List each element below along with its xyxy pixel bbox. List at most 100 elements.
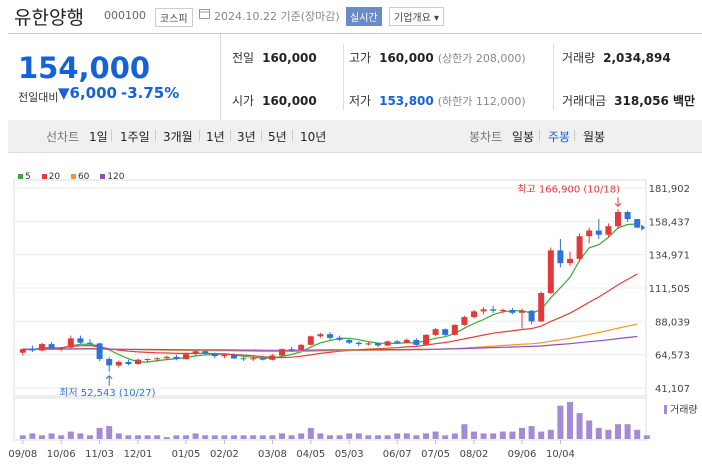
legend-swatch (18, 173, 23, 179)
candle-body (317, 334, 324, 337)
divider (292, 130, 293, 141)
x-tick-label: 07/05 (421, 449, 450, 460)
volume-bar (298, 433, 305, 439)
tab-1week[interactable]: 1주일 (120, 130, 150, 144)
candle-body (480, 309, 487, 312)
candle (135, 358, 141, 365)
candle-body (115, 361, 122, 366)
divider (111, 130, 112, 141)
candle-body (77, 338, 84, 343)
candle (87, 339, 93, 345)
ma120-line (22, 335, 638, 351)
candle (442, 328, 449, 337)
tab-1day[interactable]: 1일 (89, 130, 108, 144)
high-annotation: 최고 166,900 (10/18) (517, 183, 620, 195)
candle-body (547, 250, 554, 293)
candle (336, 335, 343, 342)
volume-bar (490, 433, 497, 439)
candle (586, 227, 593, 244)
volume-bar (231, 435, 237, 439)
volume-bar (221, 435, 228, 439)
tab-weekly[interactable]: 주봉 (548, 130, 571, 144)
tab-10years[interactable]: 10년 (300, 130, 327, 144)
candle-body (461, 317, 468, 325)
x-tick-label: 08/02 (460, 449, 489, 460)
volume-bar (499, 431, 506, 439)
legend-item-60: 60 (70, 172, 89, 182)
y-tick-label: 181,902 (649, 184, 690, 195)
candle (48, 341, 55, 350)
candle-body (39, 344, 45, 351)
tab-daily[interactable]: 일봉 (512, 130, 535, 144)
volume-bar (115, 433, 122, 439)
candle-body (499, 310, 506, 311)
volume-bar (48, 433, 55, 439)
volume-bar (557, 405, 564, 439)
volume-bar (634, 429, 641, 440)
tab-3years[interactable]: 3년 (237, 130, 256, 144)
candle (211, 352, 218, 359)
x-tick-label: 12/01 (124, 449, 153, 460)
amount-cell: 거래대금 318,056 백만 (562, 94, 696, 108)
candle (538, 291, 545, 323)
candle (375, 342, 381, 347)
volume-bar (327, 435, 333, 439)
volume-bar (39, 435, 45, 439)
volume-legend-swatch (664, 405, 667, 414)
current-price-marker (641, 224, 646, 231)
volume-bar (586, 420, 593, 439)
volume-label: 거래량 (670, 404, 698, 416)
high-cell: 고가 160,000 (상한가 208,000) (349, 51, 526, 65)
candle-body (413, 339, 420, 345)
candle (183, 352, 189, 360)
candle (576, 233, 583, 262)
candle (499, 308, 506, 314)
y-tick-label: 111,505 (649, 284, 690, 295)
candle (163, 355, 170, 360)
candle (461, 315, 468, 326)
candle (634, 219, 641, 228)
volume-bar (279, 433, 285, 439)
candle-body (19, 349, 26, 353)
volume-bar (394, 433, 401, 439)
x-tick-label: 10/06 (47, 449, 76, 460)
candle (279, 348, 285, 357)
realtime-button[interactable]: 실시간 (346, 7, 382, 26)
candle-body (557, 250, 564, 264)
volume-bar (595, 427, 602, 439)
header: 유한양행 000100 코스피 2024.10.22 기준(장마감) 실시간 기… (0, 0, 702, 32)
tab-monthly[interactable]: 월봉 (583, 130, 606, 144)
volume-bar (605, 429, 612, 440)
volume-bar (336, 435, 343, 439)
company-info-button[interactable]: 기업개요 ▾ (389, 7, 445, 26)
tab-5years[interactable]: 5년 (268, 130, 287, 144)
candle (154, 356, 161, 362)
candle-body (615, 212, 621, 227)
candle (77, 335, 84, 345)
tab-3months[interactable]: 3개월 (163, 130, 193, 144)
candle (471, 310, 477, 319)
candle-body (490, 309, 497, 311)
volume-bar (643, 435, 650, 439)
change-label: 전일대비 (18, 91, 59, 104)
candle-body (634, 219, 641, 228)
candle (365, 341, 372, 346)
candle-body (154, 358, 161, 360)
candle (231, 353, 237, 360)
low-annotation: 최저 52,543 (10/27) (59, 387, 155, 399)
tab-1year[interactable]: 1년 (206, 130, 225, 144)
y-tick-label: 64,573 (655, 351, 690, 362)
x-tick-label: 09/08 (8, 449, 37, 460)
volume-bar (106, 426, 113, 439)
y-tick-label: 134,971 (649, 251, 690, 262)
volume-bar (202, 435, 209, 439)
candle (173, 354, 180, 361)
legend-swatch (100, 173, 106, 179)
volume-bar (77, 433, 84, 439)
candle (317, 332, 324, 338)
candle-body (125, 361, 132, 364)
candle-body (576, 236, 583, 259)
candle (624, 210, 631, 222)
candle-body (87, 342, 93, 344)
